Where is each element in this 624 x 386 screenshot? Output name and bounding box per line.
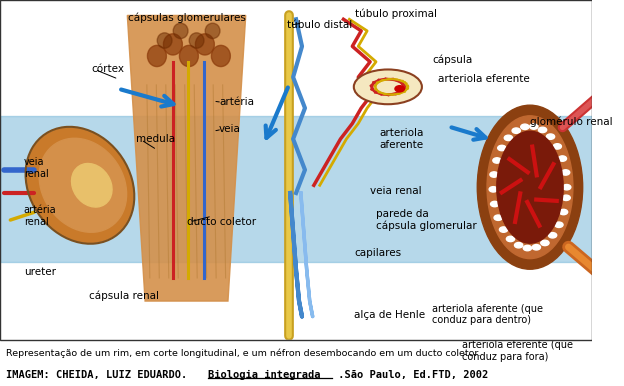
Ellipse shape: [147, 46, 167, 67]
Circle shape: [520, 124, 529, 130]
Ellipse shape: [212, 46, 230, 67]
Text: cápsula renal: cápsula renal: [89, 290, 159, 301]
Circle shape: [498, 145, 506, 151]
Ellipse shape: [354, 69, 422, 104]
Text: arteriola eferente: arteriola eferente: [438, 74, 530, 84]
Circle shape: [514, 242, 523, 248]
Text: veia: veia: [219, 124, 241, 134]
Circle shape: [499, 227, 508, 232]
Circle shape: [541, 240, 549, 245]
Ellipse shape: [189, 33, 204, 48]
Ellipse shape: [487, 116, 573, 259]
Polygon shape: [127, 15, 246, 301]
Circle shape: [512, 128, 520, 134]
Text: artéria: artéria: [219, 97, 254, 107]
Circle shape: [504, 135, 512, 141]
Circle shape: [493, 158, 501, 163]
Text: alça de Henle: alça de Henle: [354, 310, 425, 320]
Ellipse shape: [163, 34, 182, 55]
Bar: [0, 116, 592, 262]
Text: Representação de um rim, em corte longitudinal, e um néfron desembocando em um d: Representação de um rim, em corte longit…: [6, 349, 480, 358]
Circle shape: [490, 201, 499, 207]
Text: túbulo distal: túbulo distal: [287, 20, 353, 30]
Text: capilares: capilares: [354, 248, 401, 258]
Text: cápsulas glomerulares: cápsulas glomerulares: [127, 12, 245, 23]
Ellipse shape: [39, 138, 127, 232]
Ellipse shape: [157, 33, 172, 48]
Circle shape: [539, 127, 547, 133]
Bar: [0, 0, 592, 340]
Circle shape: [558, 156, 567, 161]
Circle shape: [553, 144, 562, 149]
Point: [328, 376, 335, 381]
Point: [205, 376, 212, 381]
Ellipse shape: [173, 23, 188, 39]
Text: IMAGEM: CHEIDA, LUIZ EDUARDO.: IMAGEM: CHEIDA, LUIZ EDUARDO.: [6, 370, 193, 380]
Text: túbulo proximal: túbulo proximal: [355, 8, 437, 19]
Bar: [0, 0, 592, 340]
Text: arteriola aferente (que
conduz para dentro): arteriola aferente (que conduz para dent…: [432, 304, 544, 325]
Circle shape: [547, 134, 555, 139]
Ellipse shape: [205, 23, 220, 39]
Circle shape: [524, 245, 532, 251]
Text: .São Paulo, Ed.FTD, 2002: .São Paulo, Ed.FTD, 2002: [331, 370, 488, 380]
Ellipse shape: [195, 34, 215, 55]
Text: medula: medula: [136, 134, 175, 144]
Text: veia renal: veia renal: [370, 186, 422, 196]
Ellipse shape: [180, 46, 198, 67]
Text: Biologia integrada: Biologia integrada: [208, 370, 321, 380]
Text: córtex: córtex: [92, 64, 125, 74]
Circle shape: [562, 195, 570, 200]
Text: parede da
cápsula glomerular: parede da cápsula glomerular: [376, 209, 477, 231]
Circle shape: [395, 86, 404, 92]
Circle shape: [490, 172, 498, 177]
Circle shape: [530, 124, 538, 129]
Bar: [0, 340, 592, 386]
Circle shape: [555, 222, 563, 227]
Text: artéria
renal: artéria renal: [24, 205, 56, 227]
Text: cápsula: cápsula: [432, 54, 472, 65]
Text: arteriola
aferente: arteriola aferente: [379, 128, 423, 150]
Text: ureter: ureter: [24, 267, 56, 277]
Text: glomérulo renal: glomérulo renal: [530, 116, 613, 127]
Text: arteriola eferente (que
conduz para fora): arteriola eferente (que conduz para fora…: [462, 340, 573, 362]
Circle shape: [548, 233, 557, 238]
Circle shape: [532, 245, 540, 250]
Circle shape: [563, 185, 571, 190]
Ellipse shape: [72, 164, 112, 207]
Ellipse shape: [27, 128, 134, 243]
Ellipse shape: [497, 131, 563, 243]
Circle shape: [489, 187, 497, 192]
Circle shape: [562, 170, 570, 175]
Circle shape: [507, 236, 515, 242]
Circle shape: [559, 209, 568, 215]
Text: veia
renal: veia renal: [24, 157, 49, 179]
Ellipse shape: [477, 105, 583, 269]
Circle shape: [494, 215, 502, 220]
Text: ducto coletor: ducto coletor: [187, 217, 256, 227]
